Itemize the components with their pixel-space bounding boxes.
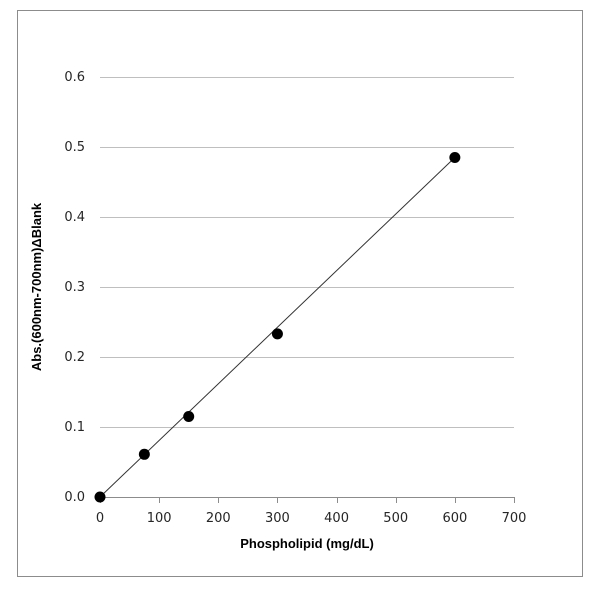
x-tick-label: 100 xyxy=(147,511,172,526)
x-tick-label: 400 xyxy=(324,511,349,526)
y-tick-label: 0.6 xyxy=(64,70,85,85)
x-tick-label: 0 xyxy=(96,511,104,526)
x-tick-label: 300 xyxy=(265,511,290,526)
gridlines xyxy=(100,77,514,428)
y-tick-label: 0.5 xyxy=(64,140,85,155)
y-tick-label: 0.3 xyxy=(64,280,85,295)
x-tick-label: 700 xyxy=(502,511,527,526)
axes: 0.0 0.1 0.2 0.3 0.4 0.5 0.6 0 100 200 300 400 500 600… xyxy=(64,70,526,526)
x-tick-label: 600 xyxy=(442,511,467,526)
data-point xyxy=(138,448,150,460)
x-tick-label: 500 xyxy=(383,511,408,526)
data-point xyxy=(183,411,195,422)
x-axis-title: Phospholipid (mg/dL) xyxy=(240,536,374,551)
chart-frame xyxy=(17,10,583,577)
y-tick-label: 0.1 xyxy=(64,420,85,435)
y-tick-label: 0.0 xyxy=(64,490,85,505)
data-point xyxy=(271,328,283,340)
data-point xyxy=(449,152,461,163)
trendline xyxy=(99,157,456,498)
data-series xyxy=(94,152,461,503)
y-axis-title: Abs.(600nm-700nm)ΔBlank xyxy=(29,202,44,371)
y-tick-label: 0.2 xyxy=(64,350,85,365)
y-tick-label: 0.4 xyxy=(64,210,85,225)
x-tick-label: 200 xyxy=(206,511,231,526)
data-point xyxy=(94,491,106,503)
